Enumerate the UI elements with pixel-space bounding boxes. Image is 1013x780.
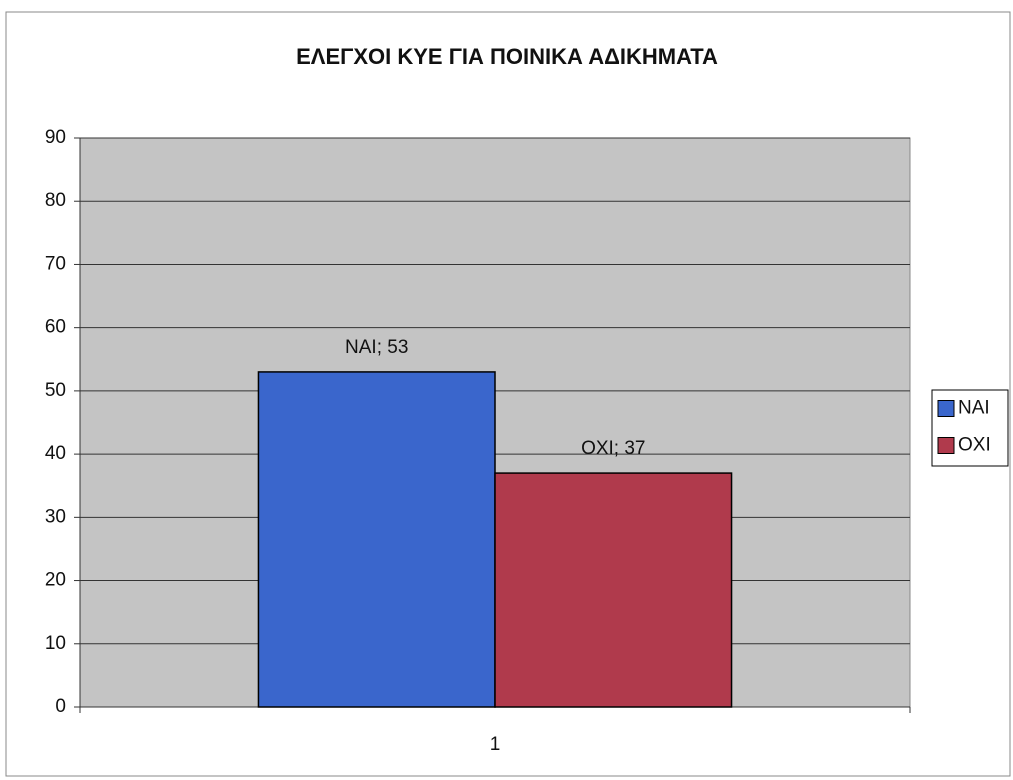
y-tick-label: 90 [45,127,66,148]
data-label: OXI; 37 [581,438,645,459]
x-tick-label: 1 [490,734,501,755]
legend-label: OXI [958,435,991,456]
bar [257,371,496,708]
bar [494,472,733,708]
y-tick-label: 0 [55,696,66,717]
y-tick-label: 60 [45,317,66,338]
y-tick-label: 80 [45,190,66,211]
legend-label: NAI [958,398,990,419]
y-tick-label: 30 [45,506,66,527]
legend-swatch [937,437,955,454]
data-label: NAI; 53 [345,337,408,358]
y-tick-label: 70 [45,253,66,274]
y-tick-label: 10 [45,633,66,654]
y-tick-label: 20 [45,570,66,591]
y-tick-label: 50 [45,380,66,401]
legend-swatch [937,400,955,417]
chart-title: ΕΛΕΓΧΟΙ ΚΥΕ ΓΙΑ ΠΟΙΝΙΚΑ ΑΔΙΚΗΜΑΤΑ [296,44,718,69]
y-tick-label: 40 [45,443,66,464]
